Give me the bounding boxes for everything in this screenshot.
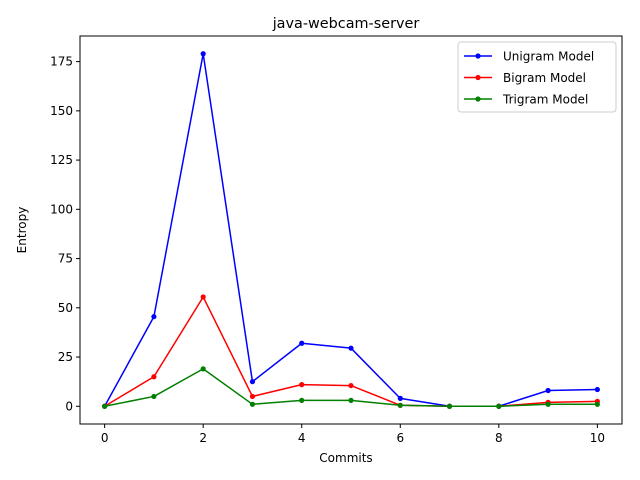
data-point (249, 401, 256, 407)
data-point (397, 402, 403, 408)
data-point (151, 314, 157, 320)
x-tick-label: 8 (495, 431, 503, 445)
chart-title: java-webcam-server (272, 16, 420, 32)
x-tick-label: 0 (101, 431, 109, 445)
data-point (348, 397, 354, 403)
y-tick-label: 0 (65, 399, 73, 413)
data-point (348, 382, 354, 389)
data-point (200, 51, 206, 57)
legend-marker (475, 74, 481, 81)
data-point (545, 387, 551, 394)
data-point (594, 401, 600, 407)
data-point (151, 374, 157, 380)
y-axis-label: Entropy (15, 207, 29, 254)
y-tick-label: 100 (50, 202, 73, 216)
series-line-2 (104, 296, 598, 408)
x-tick-label: 2 (199, 431, 207, 445)
y-tick-label: 175 (50, 55, 73, 69)
data-point (348, 345, 354, 351)
data-point (446, 403, 453, 409)
data-point (299, 382, 305, 388)
x-tick-label: 4 (298, 431, 306, 445)
y-tick-label: 25 (58, 350, 73, 364)
x-axis-ticks: 0 2 4 6 8 10 (101, 424, 605, 445)
y-tick-label: 50 (58, 301, 73, 315)
data-point (397, 395, 403, 401)
data-point (299, 340, 305, 346)
legend: Unigram Model Bigram Model Trigram Model (457, 41, 617, 113)
legend-label: Trigram Model (502, 93, 588, 107)
legend-label: Unigram Model (503, 50, 594, 64)
data-point (200, 294, 206, 300)
data-point (496, 403, 502, 409)
data-point (102, 403, 108, 409)
data-point (200, 366, 206, 372)
legend-box (457, 41, 617, 113)
plot-area (102, 51, 600, 409)
legend-marker (475, 96, 481, 102)
x-axis-label: Commits (319, 451, 372, 465)
y-tick-label: 75 (58, 252, 73, 266)
data-point (594, 386, 600, 393)
plot-frame (79, 35, 623, 425)
data-point (545, 401, 551, 407)
data-point (151, 393, 157, 400)
data-point (299, 397, 305, 403)
legend-label: Bigram Model (503, 71, 586, 85)
data-point (249, 379, 256, 385)
x-tick-label: 10 (590, 431, 605, 445)
y-tick-label: 125 (50, 153, 73, 167)
legend-marker (475, 53, 481, 59)
data-point (249, 393, 256, 400)
y-tick-label: 150 (50, 104, 73, 118)
y-axis-ticks: 0 25 50 75 100 125 150 175 (50, 55, 80, 413)
x-tick-label: 6 (396, 431, 404, 445)
